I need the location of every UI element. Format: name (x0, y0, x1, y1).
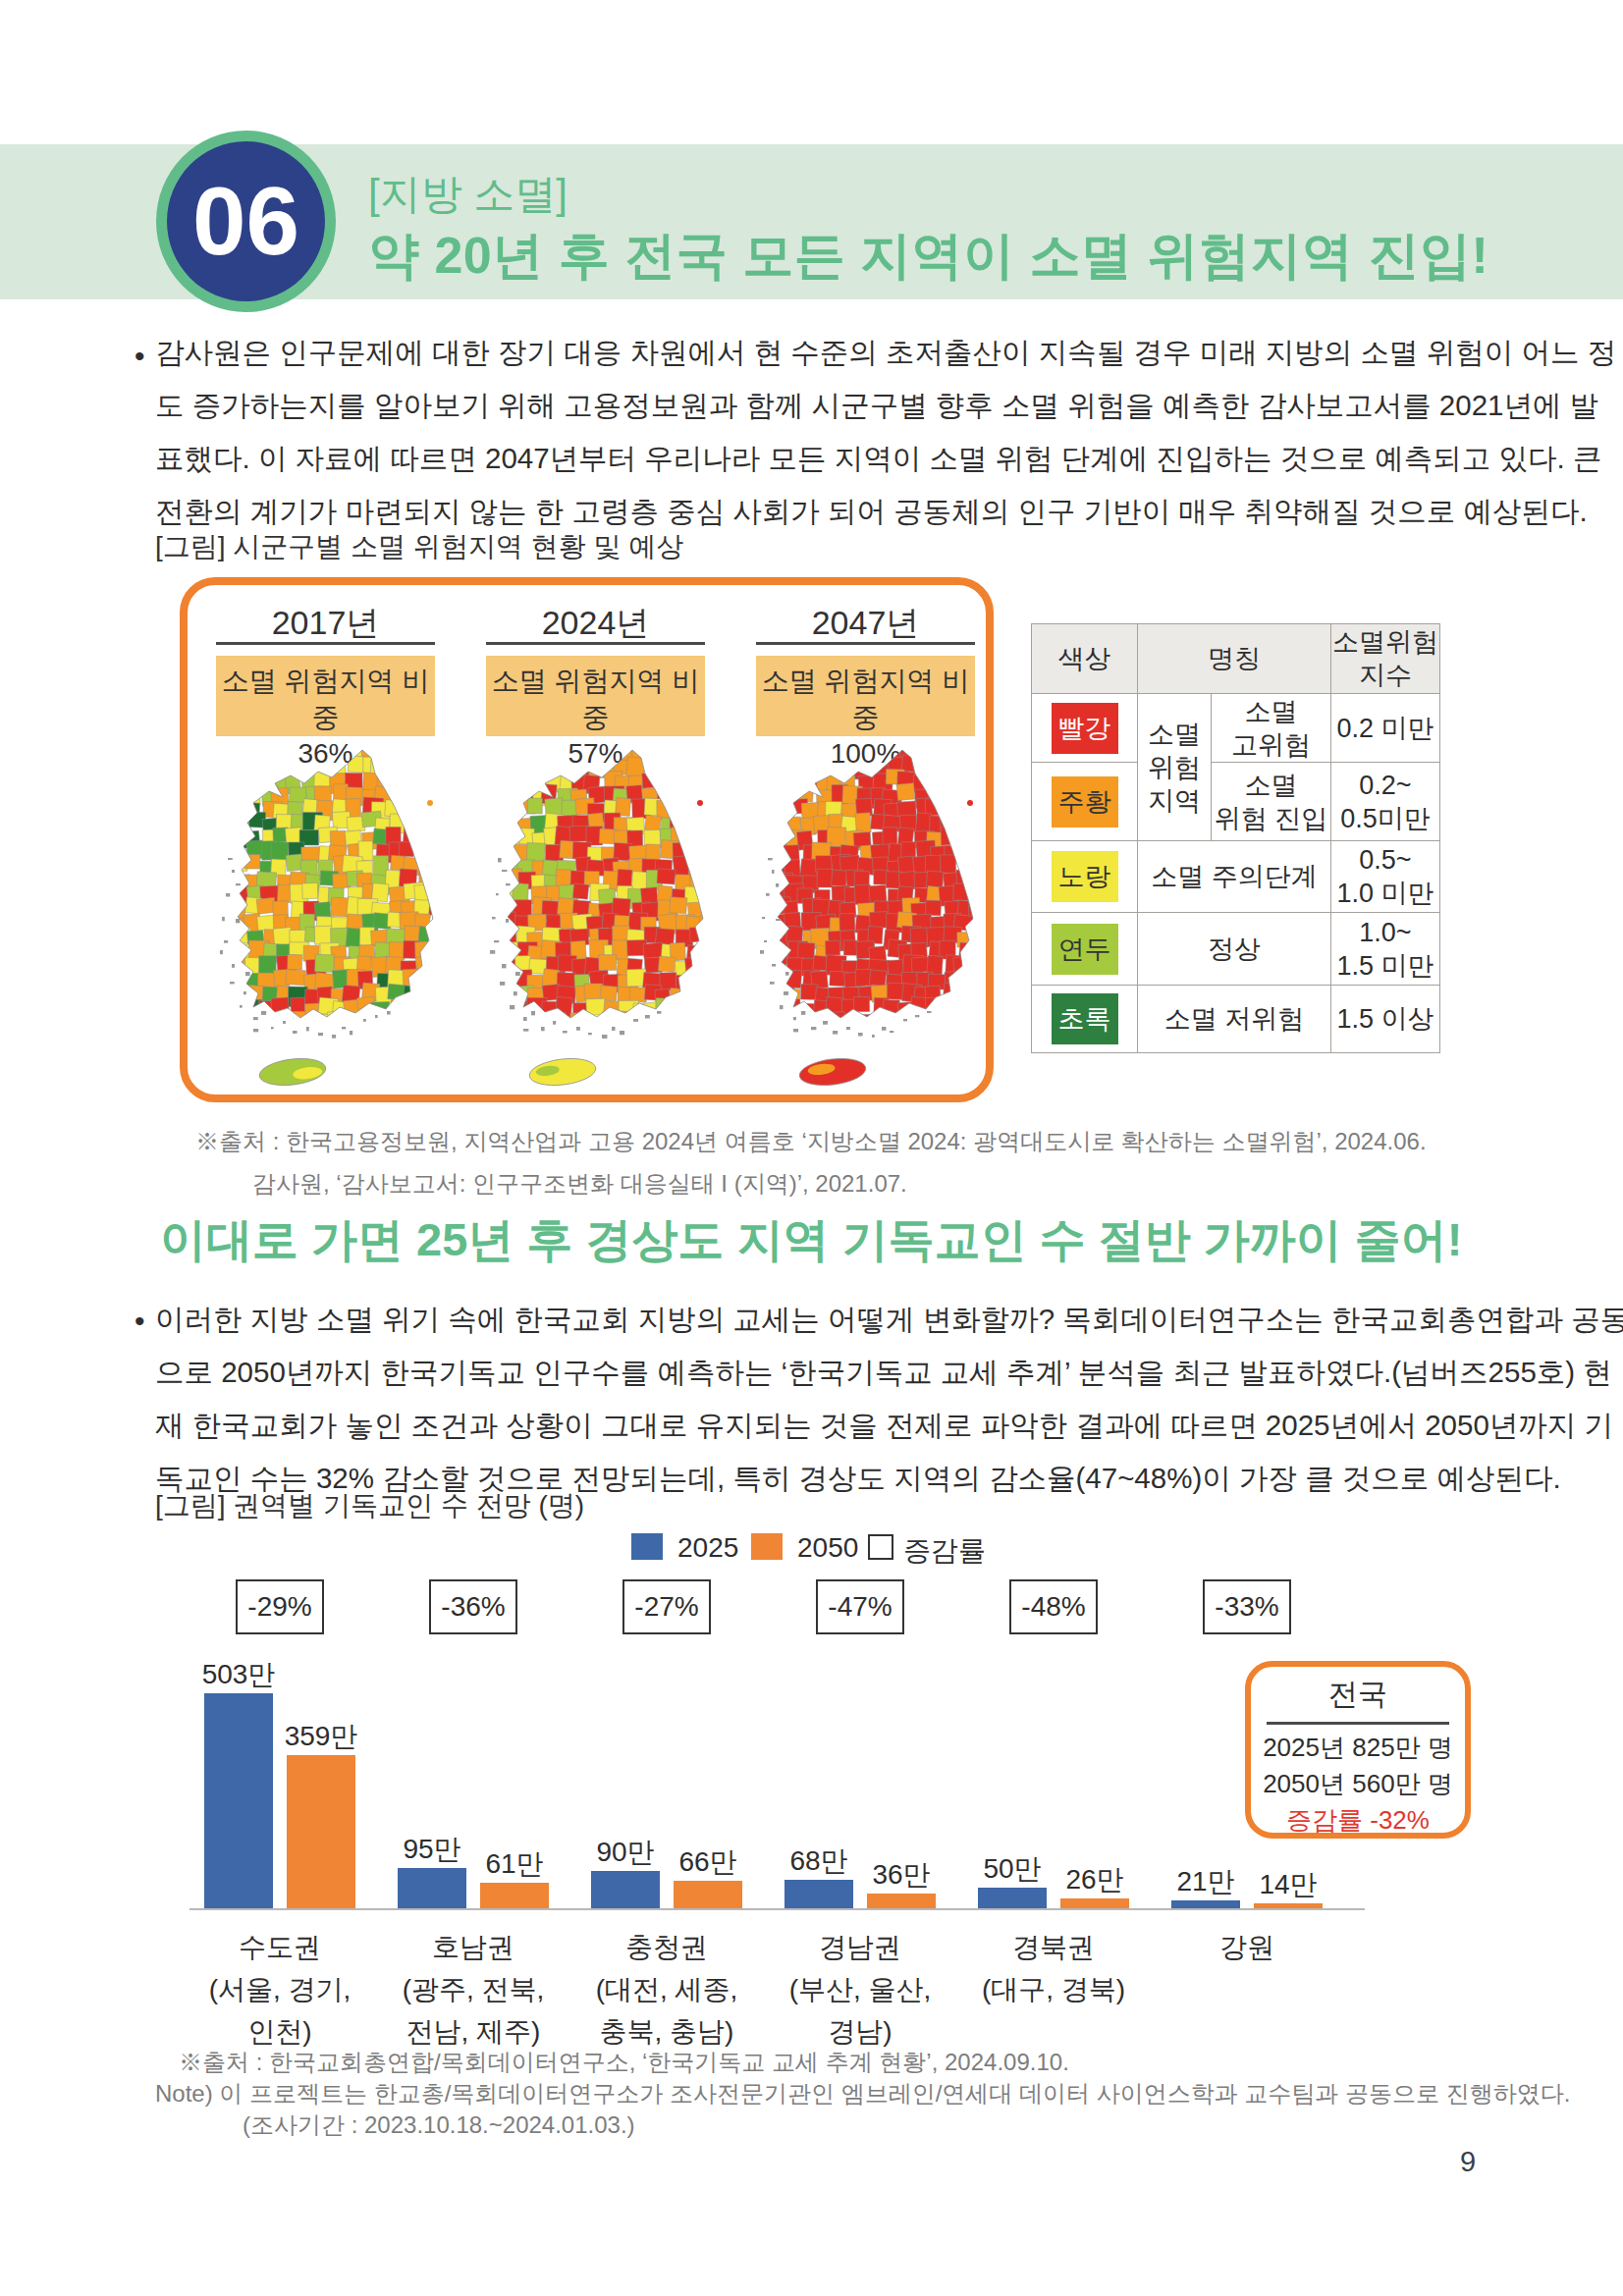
bar-2050-3 (674, 1881, 742, 1909)
national-2050: 2050년 560만 명 (1251, 1766, 1465, 1802)
map-ratio-label: 소멸 위험지역 비중 100% (756, 656, 975, 736)
bar-2025-4 (784, 1880, 853, 1909)
korea-map-2017 (202, 744, 448, 1105)
bar-value-label: 21만 (1176, 1863, 1234, 1900)
section-title: 약 20년 후 전국 모든 지역이 소멸 위험지역 진입! (368, 222, 1488, 291)
figure1-caption: [그림] 시군구별 소멸 위험지역 현황 및 예상 (155, 528, 683, 565)
bar-value-label: 95만 (403, 1831, 460, 1868)
bar-value-label: 503만 (202, 1656, 276, 1693)
map-year-label: 2017년 (216, 601, 435, 646)
section2-title: 이대로 가면 25년 후 경상도 지역 기독교인 수 절반 가까이 줄어! (160, 1209, 1463, 1271)
legend-header-color: 색상 (1032, 624, 1138, 694)
figure2-caption: [그림] 권역별 기독교인 수 전망 (명) (155, 1487, 584, 1524)
legend-swatch-2050 (751, 1533, 783, 1560)
bar-2050-4 (867, 1894, 936, 1909)
category-label: 강원 (1129, 1926, 1365, 1968)
section-number: 06 (192, 166, 299, 277)
change-rate-box: -48% (1009, 1579, 1098, 1634)
national-change: 증감률 -32% (1251, 1802, 1465, 1839)
legend-index-cell: 0.2 미만 (1331, 694, 1440, 763)
bar-2025-2 (398, 1868, 466, 1909)
national-total-box: 전국 2025년 825만 명 2050년 560만 명 증감률 -32% (1245, 1661, 1471, 1839)
figure2-note: Note) 이 프로젝트는 한교총/목회데이터연구소가 조사전문기관인 엠브레인… (155, 2078, 1570, 2109)
bar-value-label: 36만 (872, 1856, 930, 1894)
map-year-underline (756, 642, 975, 645)
national-box-title: 전국 (1251, 1675, 1465, 1715)
color-swatch-red: 빨강 (1052, 703, 1118, 754)
legend-index-cell: 0.2~ 0.5미만 (1331, 763, 1440, 841)
figure1-source-line1: ※출처 : 한국고용정보원, 지역산업과 고용 2024년 여름호 ‘지방소멸 … (195, 1126, 1427, 1157)
color-swatch-yellowgreen: 연두 (1052, 924, 1118, 975)
map-ratio-label: 소멸 위험지역 비중 57% (486, 656, 705, 736)
bar-value-label: 61만 (485, 1845, 543, 1883)
legend-index-cell: 0.5~ 1.0 미만 (1331, 841, 1440, 913)
bar-value-label: 50만 (983, 1850, 1041, 1888)
map-year-label: 2024년 (486, 601, 705, 646)
figure2-note2: (조사기간 : 2023.10.18.~2024.01.03.) (243, 2109, 635, 2141)
color-swatch-yellow: 노랑 (1052, 851, 1118, 902)
legend-name-cell: 정상 (1138, 913, 1331, 986)
section-kicker: [지방 소멸] (368, 167, 568, 222)
legend-header-index: 소멸위험 지수 (1331, 624, 1440, 694)
page-number: 9 (1460, 2146, 1476, 2178)
national-2025: 2025년 825만 명 (1251, 1730, 1465, 1766)
change-rate-box: -27% (622, 1579, 711, 1634)
bar-value-label: 66만 (678, 1843, 736, 1881)
bar-2025-5 (978, 1888, 1047, 1909)
chart-axis-line (189, 1908, 1365, 1910)
legend-label-2050: 2050 (797, 1532, 858, 1564)
map-year-label: 2047년 (756, 601, 975, 646)
bar-value-label: 26만 (1065, 1861, 1123, 1898)
bullet-point: • (135, 1305, 148, 1318)
legend-name-cell: 소멸 주의단계 (1138, 841, 1331, 913)
risk-legend-table: 색상 명칭 소멸위험 지수 빨강 소멸 위험 지역 소멸 고위험 0.2 미만 … (1031, 623, 1440, 1053)
figure2-source: ※출처 : 한국교회총연합/목회데이터연구소, ‘한국기독교 교세 추계 현황’… (179, 2047, 1069, 2078)
intro-paragraph: 감사원은 인구문제에 대한 장기 대응 차원에서 현 수준의 초저출산이 지속될… (155, 326, 1616, 538)
legend-cell: 초록 (1032, 986, 1138, 1053)
bar-2025-1 (204, 1693, 273, 1909)
change-rate-box: -29% (236, 1579, 324, 1634)
change-rate-box: -33% (1203, 1579, 1291, 1634)
legend-swatch-2025 (631, 1533, 663, 1560)
figure1-frame: 2017년 소멸 위험지역 비중 36% 2024년 소멸 위험지역 비중 57… (180, 577, 994, 1102)
legend-label-2025: 2025 (677, 1532, 738, 1564)
legend-name-cell: 소멸 저위험 (1138, 986, 1331, 1053)
section-number-badge: 06 (156, 131, 336, 312)
change-rate-box: -36% (429, 1579, 517, 1634)
korea-map-2024 (472, 744, 718, 1105)
section2-paragraph: 이러한 지방 소멸 위기 속에 한국교회 지방의 교세는 어떻게 변화할까? 목… (155, 1293, 1623, 1505)
bar-2025-3 (591, 1871, 660, 1909)
legend-cell: 연두 (1032, 913, 1138, 986)
legend-cell: 주황 (1032, 763, 1138, 841)
bar-2050-1 (287, 1755, 355, 1909)
page: 06 [지방 소멸] 약 20년 후 전국 모든 지역이 소멸 위험지역 진입!… (0, 0, 1623, 2296)
figure1-source-line2: 감사원, ‘감사보고서: 인구구조변화 대응실태 I (지역)’, 2021.0… (252, 1168, 907, 1200)
bar-2050-2 (480, 1883, 549, 1909)
legend-header-name: 명칭 (1138, 624, 1331, 694)
color-swatch-green: 초록 (1052, 993, 1118, 1044)
legend-name-cell: 소멸 위험 진입 (1212, 763, 1331, 841)
bar-value-label: 68만 (789, 1842, 847, 1880)
legend-cell: 빨강 (1032, 694, 1138, 763)
korea-map-2047 (742, 744, 988, 1105)
change-rate-box: -47% (816, 1579, 904, 1634)
legend-cell: 노랑 (1032, 841, 1138, 913)
bullet-point: • (135, 340, 148, 353)
legend-index-cell: 1.0~ 1.5 미만 (1331, 913, 1440, 986)
legend-index-cell: 1.5 이상 (1331, 986, 1440, 1053)
map-year-underline (216, 642, 435, 645)
legend-label-change: 증감률 (903, 1532, 986, 1570)
legend-name-cell: 소멸 고위험 (1212, 694, 1331, 763)
legend-swatch-change (868, 1534, 893, 1560)
bar-value-label: 14만 (1259, 1866, 1317, 1903)
bar-value-label: 359만 (285, 1718, 358, 1755)
national-box-divider (1267, 1722, 1449, 1725)
bar-value-label: 90만 (596, 1834, 654, 1871)
map-ratio-label: 소멸 위험지역 비중 36% (216, 656, 435, 736)
legend-group-cell: 소멸 위험 지역 (1138, 694, 1212, 841)
map-year-underline (486, 642, 705, 645)
color-swatch-orange: 주황 (1052, 776, 1118, 828)
